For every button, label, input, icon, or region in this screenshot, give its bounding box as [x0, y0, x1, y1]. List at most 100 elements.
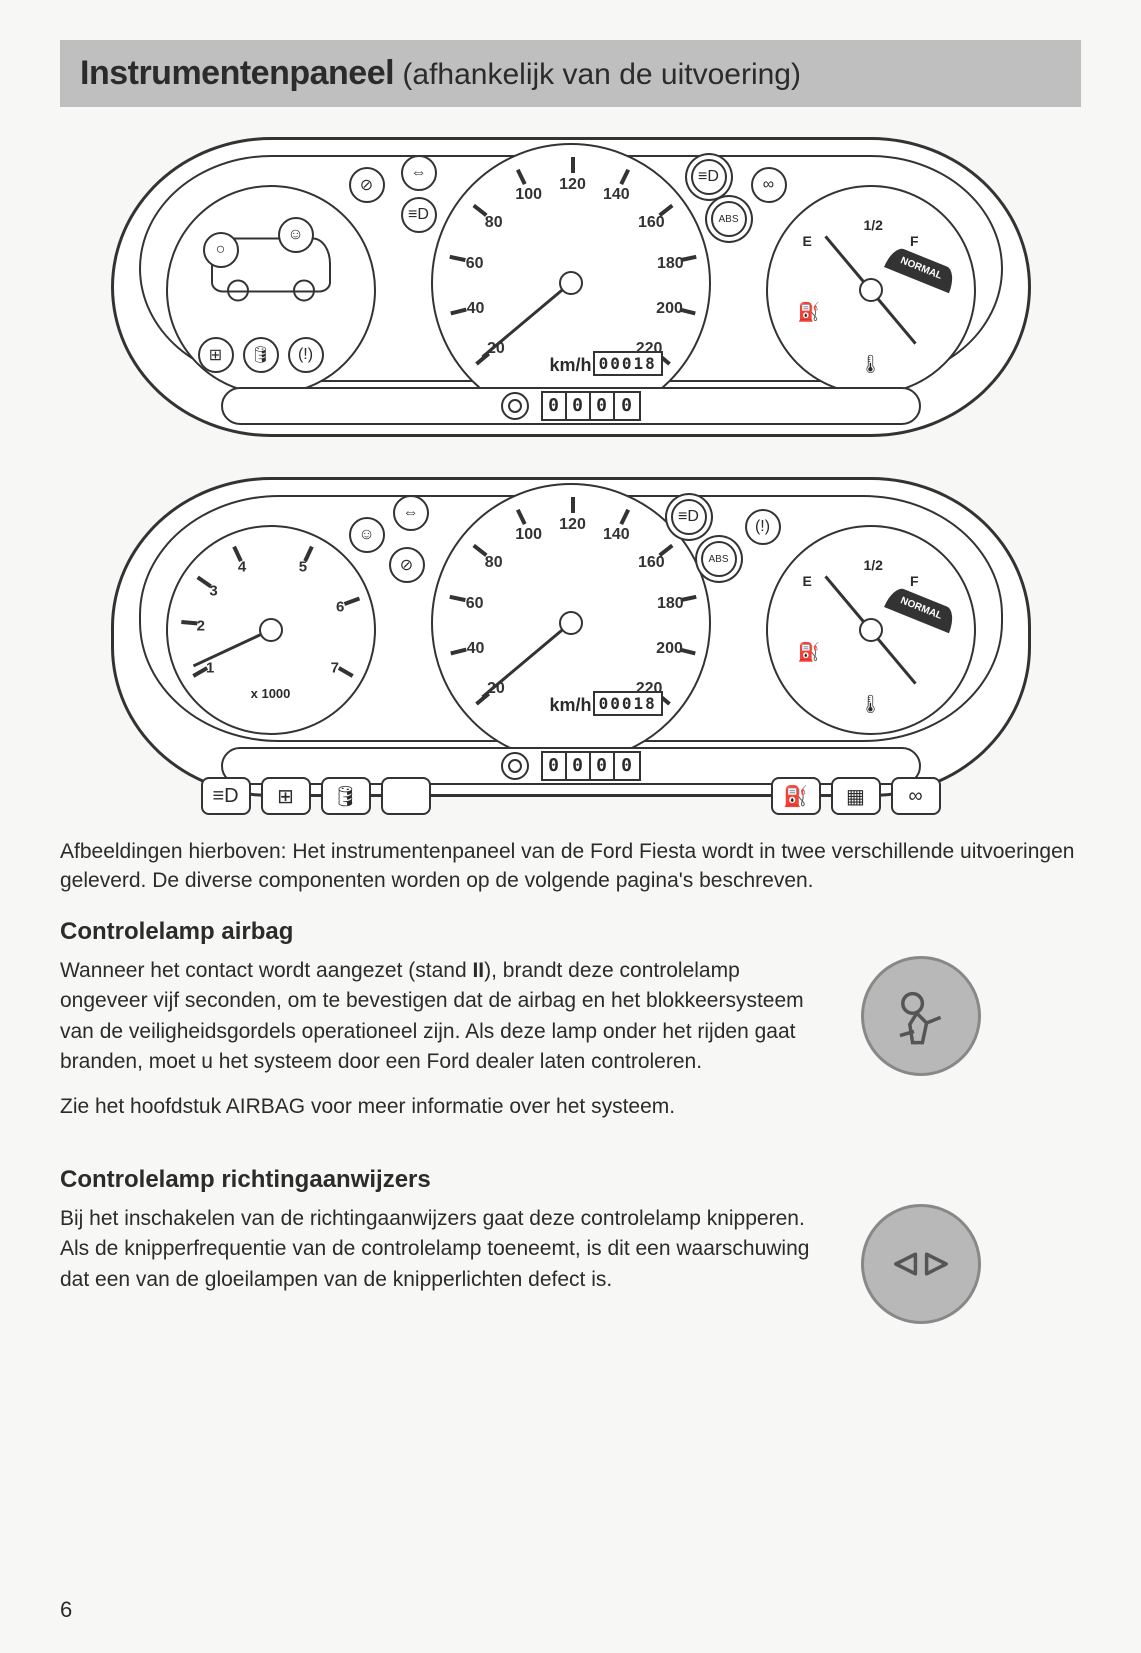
temp-normal-band: NORMAL — [884, 245, 958, 293]
glasses-icon: ∞ — [751, 167, 787, 203]
fuel-temp-gauge: E 1/2 F NORMAL ⛽ 🌡 — [766, 185, 976, 395]
tachometer: 1234567 x 1000 — [166, 525, 376, 735]
door-open-icon: ○ — [203, 232, 239, 268]
trip-counter: 0000 — [541, 391, 641, 421]
airbag-lamp-illustration — [861, 956, 981, 1076]
trip-digit: 0 — [543, 753, 567, 779]
rpm-label: 5 — [299, 558, 307, 575]
abs-icon: ABS — [701, 541, 737, 577]
tacho-unit: x 1000 — [251, 686, 291, 701]
brake-warning-icon: ⊘ — [389, 547, 425, 583]
title-rest: (afhankelijk van de uitvoering) — [394, 58, 801, 91]
fuel-pump-icon: ⛽ — [798, 642, 820, 663]
speed-label: 180 — [657, 255, 684, 273]
fuel-pump-icon: ⛽ — [798, 302, 820, 323]
speed-label: 40 — [467, 640, 485, 658]
title-bold: Instrumentenpaneel — [80, 54, 394, 92]
rpm-label: 3 — [209, 582, 217, 599]
trip-digit: 0 — [567, 393, 591, 419]
rpm-label: 6 — [336, 599, 344, 616]
speed-label: 80 — [485, 214, 503, 232]
trip-digit: 0 — [591, 753, 615, 779]
speed-label: 180 — [657, 595, 684, 613]
trip-digit: 0 — [567, 753, 591, 779]
turn-signal-lamp-illustration — [861, 1204, 981, 1324]
turn-signal-icon: ⇔ — [393, 495, 429, 531]
temp-normal-band: NORMAL — [884, 585, 958, 633]
fuel-half-label: 1/2 — [864, 557, 883, 573]
oil-icon: 🛢 — [243, 337, 279, 373]
page-number: 6 — [60, 1597, 72, 1623]
rpm-label: 7 — [331, 660, 339, 677]
speed-label: 160 — [638, 214, 665, 232]
section-turn-signal: Bij het inschakelen van de richtingaanwi… — [60, 1204, 1081, 1324]
coolant-temp-icon: 🌡 — [859, 694, 882, 715]
speed-label: 160 — [638, 554, 665, 572]
right-button-row: ⛽ ▦ ∞ — [771, 777, 941, 815]
speed-label: 60 — [466, 595, 484, 613]
fuel-empty-label: E — [803, 233, 812, 249]
left-button-row: ≡D ⊞ 🛢 — [201, 777, 431, 815]
fuel-temp-gauge: E 1/2 F NORMAL ⛽ 🌡 — [766, 525, 976, 735]
speedometer: 20406080100120140160180200220 km/h 00018 — [431, 143, 711, 423]
speed-label: 80 — [485, 554, 503, 572]
speedo-unit: km/h — [549, 695, 591, 716]
speed-label: 200 — [656, 640, 683, 658]
trip-digit: 0 — [591, 393, 615, 419]
instrument-cluster-variant-a: ○☺⊞🛢(!) 20406080100120140160180200220 km… — [60, 137, 1081, 437]
section-airbag: Wanneer het contact wordt aangezet (stan… — [60, 956, 1081, 1136]
oil-button[interactable]: 🛢 — [321, 777, 371, 815]
speed-label: 140 — [603, 186, 630, 204]
section-turn-heading: Controlelamp richtingaanwijzers — [60, 1166, 1081, 1194]
speed-label: 120 — [559, 176, 586, 194]
trip-counter: 0000 — [541, 751, 641, 781]
blank-button[interactable] — [381, 777, 431, 815]
rear-fog-button[interactable]: ≡D — [201, 777, 251, 815]
handbrake-icon: (!) — [745, 509, 781, 545]
airbag-icon: ☺ — [349, 517, 385, 553]
abs-icon: ABS — [711, 201, 747, 237]
rear-defrost-button[interactable]: ▦ — [831, 777, 881, 815]
trip-reset-button[interactable] — [501, 392, 529, 420]
high-beam-icon: ≡D — [671, 499, 707, 535]
fuel-half-label: 1/2 — [864, 217, 883, 233]
coolant-temp-icon: 🌡 — [859, 354, 882, 375]
trip-digit: 0 — [615, 393, 639, 419]
turn-signal-icon — [886, 1229, 956, 1299]
speed-label: 200 — [656, 300, 683, 318]
speedo-unit: km/h — [549, 355, 591, 376]
odometer: 00018 — [593, 691, 663, 716]
speed-label: 100 — [515, 186, 542, 204]
turn-paragraph: Bij het inschakelen van de richtingaanwi… — [60, 1204, 811, 1295]
high-beam-icon: ≡D — [691, 159, 727, 195]
section-airbag-heading: Controlelamp airbag — [60, 918, 1081, 946]
trip-digit: 0 — [543, 393, 567, 419]
fuel-full-label: F — [910, 233, 919, 249]
left-warning-pod: ○ ☺ ⊞🛢(!) — [166, 185, 376, 395]
turn-signal-icon: ⇔ — [401, 155, 437, 191]
battery-icon: ⊞ — [198, 337, 234, 373]
rear-fog-icon: ≡D — [401, 197, 437, 233]
speed-label: 100 — [515, 526, 542, 544]
speed-label: 60 — [466, 255, 484, 273]
odometer: 00018 — [593, 351, 663, 376]
trip-display-strip: 0000 — [221, 387, 921, 425]
airbag-icon — [886, 981, 956, 1051]
speedometer: 20406080100120140160180200220 km/h 00018 — [431, 483, 711, 763]
trip-digit: 0 — [615, 753, 639, 779]
rpm-label: 4 — [238, 558, 246, 575]
glasses-button[interactable]: ∞ — [891, 777, 941, 815]
fuel-full-label: F — [910, 573, 919, 589]
page-title-bar: Instrumentenpaneel (afhankelijk van de u… — [60, 40, 1081, 107]
figure-caption: Afbeeldingen hierboven: Het instrumenten… — [60, 837, 1081, 896]
speed-label: 120 — [559, 516, 586, 534]
fuel-button[interactable]: ⛽ — [771, 777, 821, 815]
speed-label: 40 — [467, 300, 485, 318]
trip-reset-button[interactable] — [501, 752, 529, 780]
airbag-icon: ☺ — [278, 217, 314, 253]
fuel-empty-label: E — [803, 573, 812, 589]
battery-button[interactable]: ⊞ — [261, 777, 311, 815]
handbrake-icon: (!) — [288, 337, 324, 373]
rpm-label: 2 — [197, 617, 205, 634]
airbag-paragraph-2: Zie het hoofdstuk AIRBAG voor meer infor… — [60, 1092, 811, 1122]
